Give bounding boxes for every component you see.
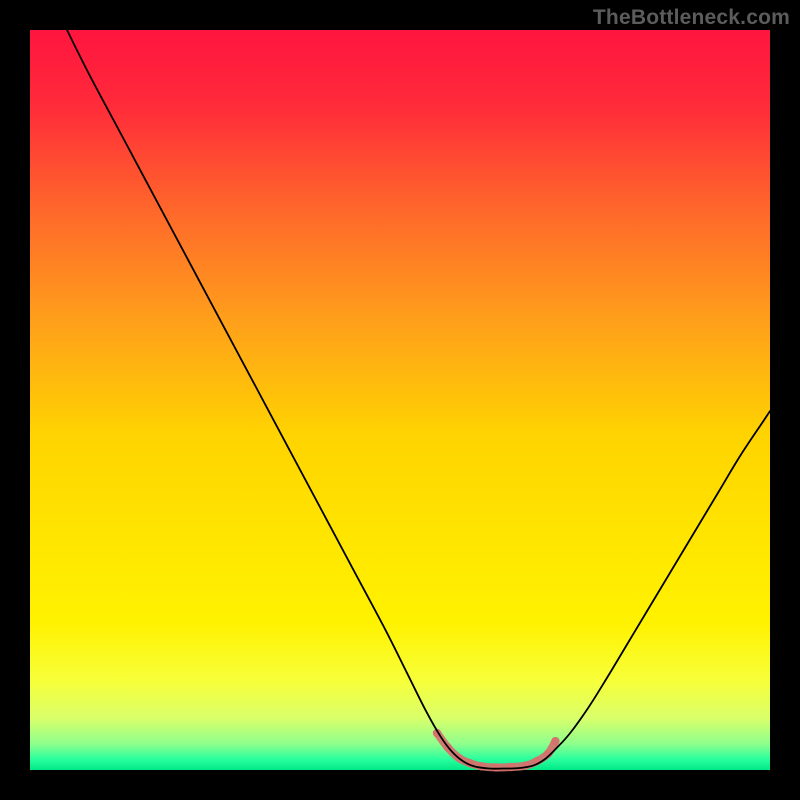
valley-marker-dot <box>492 763 500 771</box>
chart-stage: TheBottleneck.com <box>0 0 800 800</box>
valley-marker-dot <box>507 763 515 771</box>
valley-marker-dot <box>551 737 559 745</box>
bottleneck-curve-chart <box>0 0 800 800</box>
watermark-text: TheBottleneck.com <box>593 6 790 30</box>
valley-marker-dot <box>477 762 485 770</box>
